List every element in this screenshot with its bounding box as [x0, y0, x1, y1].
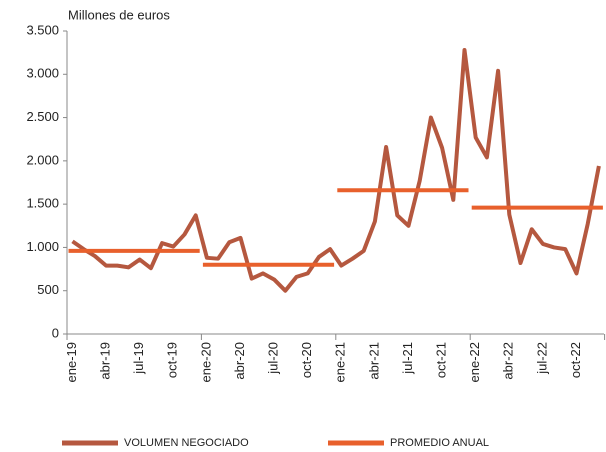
y-tick-label: 3.500	[26, 22, 59, 37]
x-tick-label: oct-20	[299, 342, 314, 378]
x-tick-label: ene-21	[333, 342, 348, 382]
x-tick-label: abr-21	[366, 342, 381, 380]
x-tick-label: oct-19	[165, 342, 180, 378]
y-tick-label: 3.000	[26, 66, 59, 81]
x-tick-label: ene-22	[467, 342, 482, 382]
y-tick-label: 0	[52, 325, 59, 340]
x-tick-label: jul-21	[400, 342, 415, 375]
y-tick-label: 2.500	[26, 109, 59, 124]
y-tick-label: 2.000	[26, 152, 59, 167]
y-tick-label: 1.500	[26, 196, 59, 211]
x-tick-label: abr-22	[501, 342, 516, 380]
x-tick-label: oct-22	[568, 342, 583, 378]
x-tick-label: jul-19	[131, 342, 146, 375]
x-tick-label: abr-20	[232, 342, 247, 380]
x-tick-label: ene-20	[198, 342, 213, 382]
x-tick-label: abr-19	[98, 342, 113, 380]
legend-label: VOLUMEN NEGOCIADO	[124, 437, 249, 449]
x-tick-label: ene-19	[64, 342, 79, 382]
volume-line	[71, 48, 601, 293]
y-axis-unit: Millones de euros	[68, 7, 170, 22]
x-tick-label: jul-20	[266, 342, 281, 375]
legend-label: PROMEDIO ANUAL	[390, 437, 489, 449]
y-tick-label: 1.000	[26, 239, 59, 254]
y-tick-label: 500	[37, 282, 59, 297]
x-tick-label: jul-22	[534, 342, 549, 375]
x-tick-label: oct-21	[434, 342, 449, 378]
